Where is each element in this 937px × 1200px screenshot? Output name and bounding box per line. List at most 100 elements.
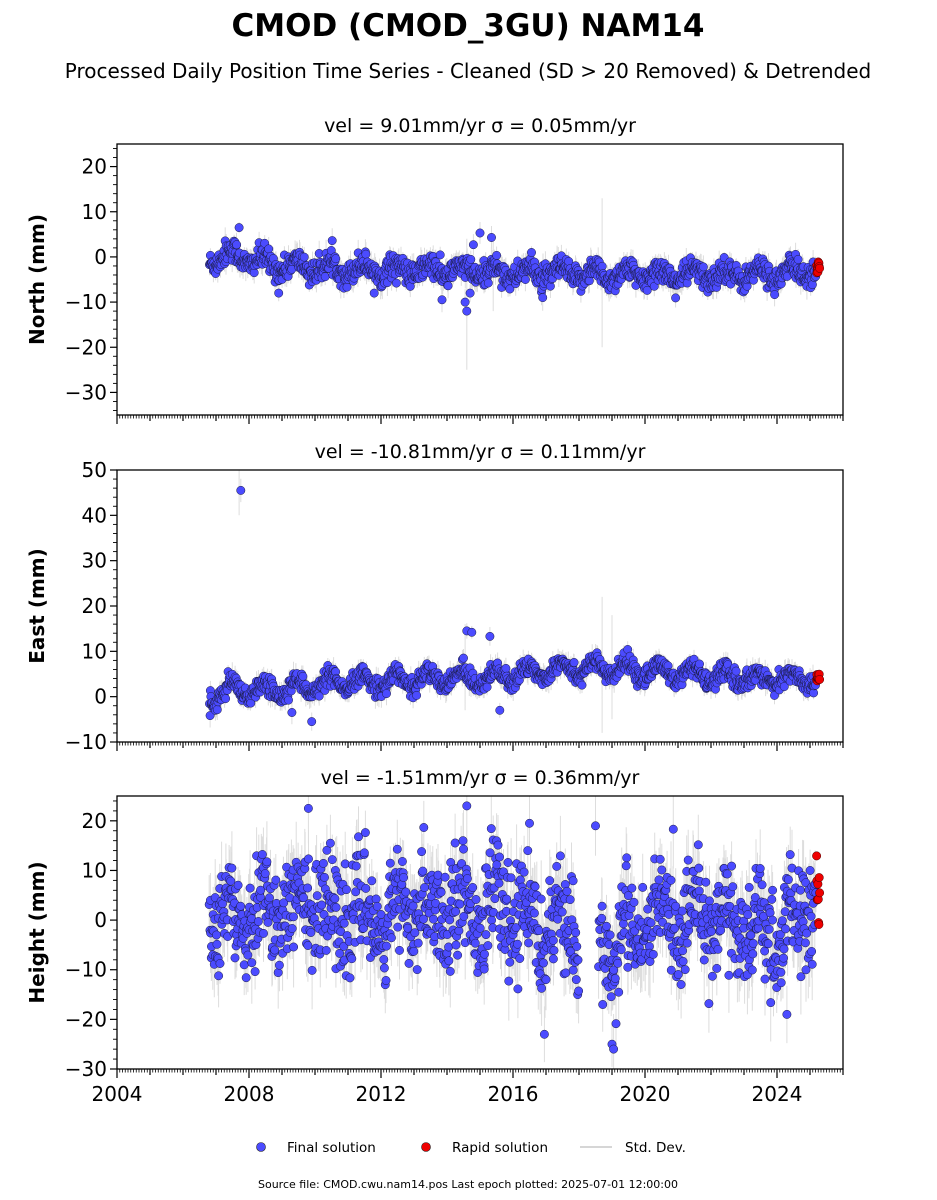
final-point — [704, 999, 714, 1009]
final-point — [372, 901, 382, 911]
final-point — [605, 930, 615, 940]
final-point — [501, 663, 511, 673]
final-point — [670, 923, 680, 933]
final-point — [317, 900, 327, 910]
final-point — [382, 941, 391, 951]
final-point — [444, 942, 454, 952]
final-point — [565, 895, 575, 905]
final-point — [728, 882, 738, 892]
final-point — [459, 653, 468, 663]
final-point — [622, 853, 632, 863]
final-point — [479, 964, 489, 974]
final-point — [655, 854, 665, 864]
y-tick-label: −20 — [65, 335, 107, 359]
final-point — [379, 955, 389, 964]
final-point — [303, 803, 313, 813]
final-point — [562, 886, 572, 896]
final-point — [611, 1019, 621, 1029]
final-point — [483, 278, 493, 288]
final-point — [747, 965, 757, 975]
final-point — [549, 945, 559, 955]
final-point — [530, 882, 540, 892]
final-point — [451, 907, 461, 916]
final-point — [757, 880, 767, 890]
final-point — [495, 852, 504, 862]
y-tick-label: −30 — [65, 380, 107, 404]
y-tick-label: 50 — [82, 458, 107, 482]
final-point — [327, 236, 337, 246]
final-point — [485, 631, 495, 641]
final-point — [713, 944, 723, 954]
final-point — [504, 976, 514, 986]
final-point — [465, 288, 475, 298]
final-point — [746, 930, 756, 940]
final-point — [768, 885, 778, 895]
final-point — [259, 928, 268, 938]
final-point — [654, 875, 664, 885]
final-point — [320, 872, 329, 882]
final-point — [466, 254, 476, 264]
y-tick-label: 30 — [82, 549, 107, 573]
final-point — [597, 913, 607, 923]
final-point — [419, 823, 429, 832]
final-point — [274, 288, 284, 298]
legend: Final solution Rapid solution Std. Dev. — [256, 1140, 686, 1156]
final-point — [623, 962, 633, 972]
final-point — [695, 659, 704, 669]
final-point — [716, 925, 726, 935]
final-point — [806, 911, 816, 921]
legend-rapid-label: Rapid solution — [452, 1140, 548, 1156]
final-point — [776, 978, 786, 988]
final-point — [468, 240, 478, 250]
final-point — [682, 938, 692, 948]
final-point — [481, 930, 491, 940]
final-point — [351, 861, 361, 871]
final-point — [284, 695, 293, 705]
y-tick-label: 0 — [94, 908, 107, 932]
final-point — [289, 942, 299, 952]
final-point — [264, 244, 274, 254]
final-point — [299, 893, 308, 903]
y-tick-label: 10 — [82, 639, 107, 663]
final-point — [776, 967, 786, 977]
final-point — [312, 891, 322, 901]
final-point — [781, 924, 790, 934]
final-point — [642, 285, 652, 295]
final-point — [437, 295, 447, 305]
final-point — [303, 883, 313, 893]
final-point — [676, 980, 686, 989]
final-point — [458, 836, 468, 846]
final-point — [693, 840, 703, 850]
final-point — [678, 946, 688, 956]
final-point — [591, 821, 600, 831]
final-point — [701, 877, 711, 887]
final-point — [768, 915, 777, 925]
final-point — [475, 923, 485, 933]
final-point — [459, 844, 468, 854]
final-point — [534, 926, 544, 936]
final-point — [673, 970, 683, 979]
final-point — [539, 1029, 549, 1039]
final-point — [318, 858, 328, 868]
final-point — [335, 948, 345, 958]
final-point — [571, 975, 581, 985]
x-tick-label: 2016 — [488, 1082, 539, 1106]
final-point — [462, 874, 472, 884]
final-point — [322, 845, 332, 855]
final-point — [638, 882, 648, 892]
final-point — [494, 878, 504, 888]
final-point — [397, 857, 407, 866]
final-point — [339, 918, 349, 928]
final-point — [750, 893, 760, 902]
final-point — [748, 938, 758, 948]
final-point — [548, 935, 558, 945]
final-point — [538, 293, 548, 303]
final-point — [299, 252, 309, 262]
final-point — [513, 984, 523, 994]
final-point — [597, 261, 607, 271]
final-point — [359, 848, 369, 858]
final-point — [795, 885, 805, 895]
x-tick-label: 2008 — [224, 1082, 275, 1106]
final-point — [361, 883, 371, 893]
final-point — [459, 911, 469, 921]
